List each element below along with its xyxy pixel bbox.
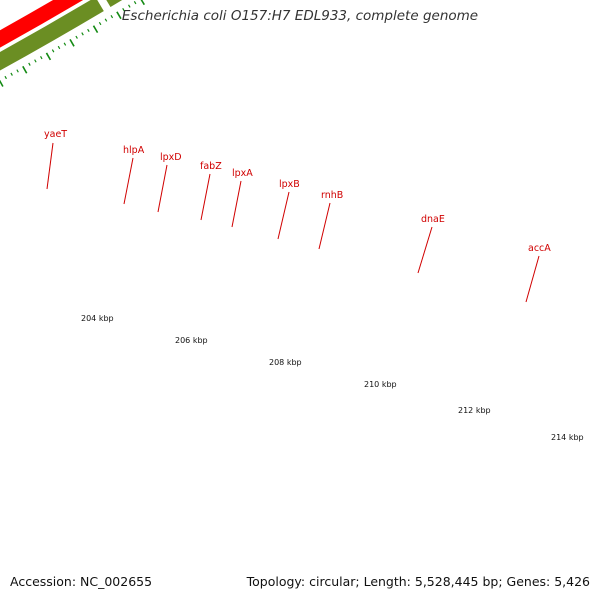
gene-leader-dnaE: [417, 226, 433, 274]
genome-summary-text: Topology: circular; Length: 5,528,445 bp…: [246, 574, 590, 589]
major-tick: [92, 25, 99, 34]
minor-tick: [98, 21, 102, 26]
minor-tick: [87, 28, 90, 33]
gene-label-lpxA: lpxA: [232, 168, 253, 179]
scale-label: 204 kbp: [81, 314, 114, 323]
minor-tick: [122, 8, 125, 12]
minor-tick: [10, 72, 13, 76]
gene-label-yaeT: yaeT: [44, 129, 67, 140]
gene-leader-lpxA: [231, 180, 242, 228]
gene-label-accA: accA: [528, 243, 551, 254]
gene-leader-accA: [525, 255, 540, 303]
gene-leader-hlpA: [123, 157, 134, 205]
feature-track: [0, 0, 124, 72]
gene-label-lpxB: lpxB: [279, 179, 300, 190]
gene-leader-yaeT: [46, 142, 54, 190]
major-tick: [0, 79, 4, 87]
minor-tick: [128, 4, 131, 8]
major-tick: [22, 65, 28, 74]
minor-tick: [110, 15, 114, 19]
minor-tick-ring: [0, 0, 145, 87]
minor-tick: [81, 32, 84, 36]
gene-leader-rnhB: [318, 202, 331, 250]
scale-label: 210 kbp: [364, 380, 397, 389]
major-tick: [140, 0, 145, 6]
minor-tick: [51, 49, 55, 53]
gene-label-rnhB: rnhB: [321, 190, 343, 201]
minor-tick: [57, 45, 61, 50]
gene-label-lpxD: lpxD: [160, 152, 182, 163]
gene-leader-lpxB: [277, 191, 290, 240]
major-tick: [69, 38, 75, 47]
map-title: Escherichia coli O157:H7 EDL933, complet…: [121, 8, 479, 24]
major-tick: [45, 52, 52, 61]
minor-tick: [16, 69, 19, 73]
gene-label-dnaE: dnaE: [421, 214, 445, 225]
scale-label: 212 kbp: [458, 406, 491, 415]
scale-ticks: 204 kbp 206 kbp 208 kbp 210 kbp 212 kbp 214 k…: [81, 314, 584, 442]
minor-tick: [63, 42, 67, 46]
accession-text: Accession: NC_002655: [10, 574, 153, 589]
gene-leader-fabZ: [200, 173, 211, 221]
minor-tick: [28, 62, 31, 66]
minor-tick: [133, 1, 137, 5]
gene-labels: yaeT hlpA lpxD fabZ lpxA lpxB rnhB dnaE accA: [44, 129, 551, 303]
minor-tick: [104, 18, 108, 22]
minor-tick: [75, 35, 78, 39]
cds-track: [0, 0, 85, 49]
gene-leader-lpxD: [157, 164, 168, 213]
feature-hlpA: [105, 0, 124, 9]
scale-label: 206 kbp: [175, 336, 208, 345]
cds-arrow-yaeT: [0, 0, 85, 49]
major-tick: [116, 11, 122, 20]
minor-tick: [40, 55, 43, 60]
gene-label-hlpA: hlpA: [123, 145, 145, 156]
minor-tick: [34, 59, 37, 63]
scale-label: 214 kbp: [551, 433, 584, 442]
gene-label-fabZ: fabZ: [200, 161, 222, 172]
feature-yaeT: [0, 0, 105, 72]
minor-tick: [4, 75, 7, 80]
scale-label: 208 kbp: [269, 358, 302, 367]
